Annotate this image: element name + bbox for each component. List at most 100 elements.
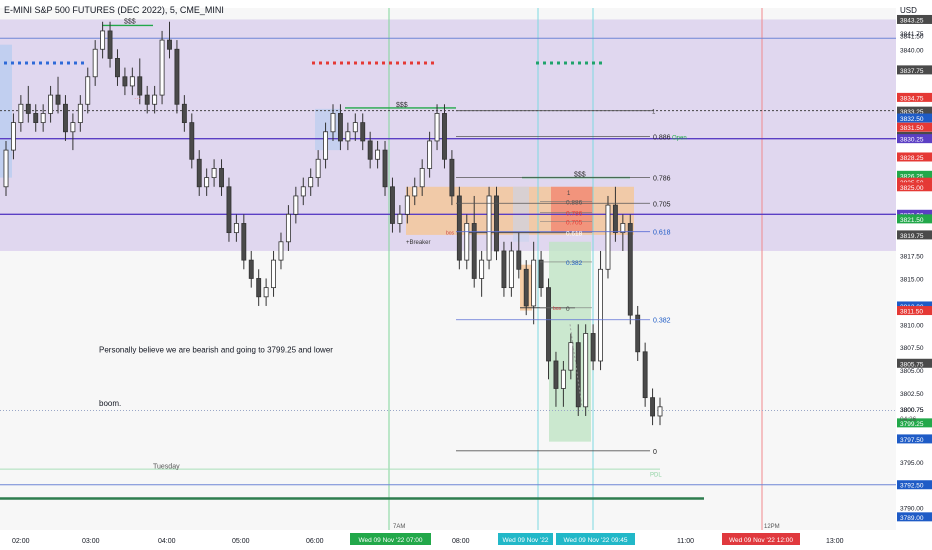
- candle-body[interactable]: [241, 223, 247, 261]
- price-badge[interactable]: [897, 230, 932, 240]
- candle-body[interactable]: [233, 223, 239, 234]
- highlighted-time-badge[interactable]: [498, 533, 553, 545]
- candle-body[interactable]: [501, 250, 507, 289]
- candle-body[interactable]: [375, 149, 381, 160]
- candle-body[interactable]: [360, 122, 366, 142]
- candle-body[interactable]: [10, 122, 16, 151]
- candle-body[interactable]: [419, 168, 425, 188]
- price-badge[interactable]: [897, 434, 932, 444]
- price-badge[interactable]: [897, 182, 932, 192]
- candle-body[interactable]: [531, 259, 537, 307]
- candle-body[interactable]: [382, 149, 388, 188]
- time-axis[interactable]: 02:00 03:00 04:00 05:00 06:00 08:00 11:00 13:00…: [0, 524, 932, 550]
- candle-body[interactable]: [77, 103, 83, 124]
- price-badge[interactable]: [897, 358, 932, 368]
- price-badge[interactable]: [897, 306, 932, 316]
- price-badge[interactable]: [897, 134, 932, 144]
- candle-body[interactable]: [85, 76, 91, 105]
- candle-body[interactable]: [486, 195, 492, 261]
- candle-body[interactable]: [3, 149, 9, 188]
- candle-body[interactable]: [598, 268, 603, 362]
- candle-body[interactable]: [583, 333, 589, 408]
- price-badge[interactable]: [897, 301, 932, 311]
- candle-body[interactable]: [152, 94, 158, 105]
- candle-body[interactable]: [100, 30, 106, 50]
- candle-body[interactable]: [107, 30, 113, 59]
- candles[interactable]: [3, 21, 663, 426]
- candle-body[interactable]: [211, 168, 217, 179]
- candle-body[interactable]: [33, 113, 39, 124]
- candle-body[interactable]: [471, 223, 477, 279]
- price-badge[interactable]: [897, 170, 932, 180]
- price-badge[interactable]: [897, 480, 932, 490]
- candle-body[interactable]: [449, 158, 455, 197]
- candle-body[interactable]: [627, 223, 633, 316]
- candle-body[interactable]: [285, 213, 291, 243]
- candle-body[interactable]: [204, 177, 210, 188]
- candle-body[interactable]: [523, 268, 529, 307]
- candle-body[interactable]: [650, 397, 656, 417]
- highlighted-time-badge[interactable]: [556, 533, 635, 545]
- fibonacci[interactable]: 0.886 0.786 0.705 0.618 0.382 0 Open 1 0.886 0.78…: [456, 110, 687, 456]
- candle-body[interactable]: [25, 103, 31, 114]
- candle-body[interactable]: [256, 278, 262, 298]
- candle-body[interactable]: [181, 103, 187, 124]
- price-badge[interactable]: [897, 92, 932, 102]
- price-badge[interactable]: [897, 512, 932, 522]
- candle-body[interactable]: [48, 94, 54, 114]
- candle-body[interactable]: [397, 213, 403, 224]
- candle-body[interactable]: [167, 39, 172, 50]
- candle-body[interactable]: [390, 186, 395, 224]
- price-badge[interactable]: [897, 122, 932, 132]
- candle-body[interactable]: [174, 48, 180, 105]
- candle-body[interactable]: [115, 58, 120, 78]
- candle-body[interactable]: [196, 158, 202, 188]
- price-badge[interactable]: [897, 113, 932, 123]
- candle-body[interactable]: [337, 113, 343, 142]
- candle-body[interactable]: [494, 195, 499, 252]
- candle-body[interactable]: [404, 195, 410, 215]
- candle-body[interactable]: [137, 76, 143, 96]
- candle-body[interactable]: [308, 177, 314, 188]
- highlighted-time-badge[interactable]: [350, 533, 431, 545]
- candle-body[interactable]: [18, 103, 24, 124]
- candle-body[interactable]: [40, 113, 46, 124]
- candle-body[interactable]: [315, 158, 321, 179]
- candle-body[interactable]: [219, 168, 224, 188]
- candle-body[interactable]: [546, 287, 551, 362]
- candle-body[interactable]: [300, 186, 306, 197]
- candle-body[interactable]: [657, 406, 663, 417]
- price-badge[interactable]: [897, 214, 932, 224]
- candle-body[interactable]: [479, 259, 485, 279]
- price-badge[interactable]: [897, 106, 932, 116]
- candle-body[interactable]: [293, 195, 299, 215]
- price-badge[interactable]: [897, 209, 932, 219]
- candle-body[interactable]: [612, 204, 618, 234]
- price-badge[interactable]: [897, 14, 932, 24]
- price-badge[interactable]: [897, 177, 932, 187]
- candle-body[interactable]: [70, 122, 76, 133]
- candle-body[interactable]: [508, 250, 514, 289]
- candle-body[interactable]: [568, 342, 574, 371]
- price-badge[interactable]: [897, 65, 932, 75]
- candle-body[interactable]: [516, 250, 522, 270]
- candle-body[interactable]: [189, 122, 195, 160]
- candle-body[interactable]: [159, 39, 165, 96]
- candle-body[interactable]: [263, 287, 269, 298]
- candle-body[interactable]: [442, 113, 447, 160]
- price-badge[interactable]: [897, 152, 932, 162]
- candle-body[interactable]: [464, 223, 470, 261]
- candle-body[interactable]: [538, 259, 544, 289]
- candle-body[interactable]: [144, 94, 150, 105]
- candle-body[interactable]: [63, 103, 68, 133]
- price-badge[interactable]: [897, 418, 932, 428]
- candle-body[interactable]: [412, 186, 418, 197]
- candle-body[interactable]: [92, 48, 98, 78]
- candle-body[interactable]: [553, 360, 559, 389]
- candle-body[interactable]: [323, 131, 329, 160]
- candle-body[interactable]: [352, 122, 358, 133]
- candle-body[interactable]: [248, 259, 254, 279]
- candle-body[interactable]: [620, 223, 626, 234]
- candle-body[interactable]: [635, 314, 641, 353]
